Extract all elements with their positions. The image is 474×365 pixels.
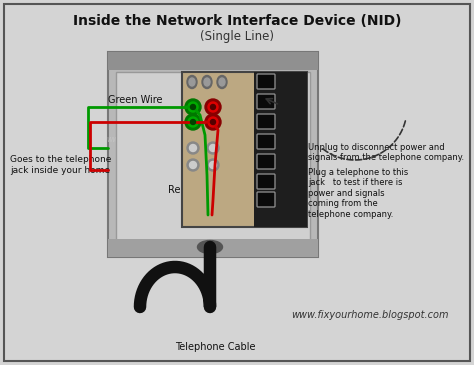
FancyBboxPatch shape — [257, 74, 275, 89]
Circle shape — [185, 114, 201, 130]
Circle shape — [188, 117, 198, 127]
Ellipse shape — [204, 78, 210, 86]
Circle shape — [187, 142, 199, 154]
Text: Inside the Network Interface Device (NID): Inside the Network Interface Device (NID… — [73, 14, 401, 28]
FancyBboxPatch shape — [257, 174, 275, 189]
Bar — [108, 239, 318, 257]
Text: www.fixyourhome.blogspot.com: www.fixyourhome.blogspot.com — [107, 135, 229, 144]
Ellipse shape — [198, 241, 222, 254]
Text: Plug a telephone to this
jack   to test if there is
power and signals
coming fro: Plug a telephone to this jack to test if… — [308, 168, 408, 219]
Text: www.fixyourhome.blogspot.com: www.fixyourhome.blogspot.com — [291, 310, 449, 320]
Ellipse shape — [189, 78, 195, 86]
Circle shape — [207, 142, 219, 154]
Circle shape — [191, 104, 195, 109]
Circle shape — [210, 119, 216, 124]
Circle shape — [207, 159, 219, 171]
Text: Telephone Cable: Telephone Cable — [175, 342, 255, 352]
Text: Unplug to disconnect power and
signals from the telephone company.: Unplug to disconnect power and signals f… — [308, 143, 464, 162]
Bar — [182, 72, 307, 227]
Circle shape — [191, 119, 195, 124]
Circle shape — [185, 99, 201, 115]
Circle shape — [210, 161, 217, 169]
Circle shape — [210, 145, 217, 151]
FancyBboxPatch shape — [257, 94, 275, 109]
Circle shape — [210, 104, 216, 109]
Bar — [254, 72, 307, 227]
Circle shape — [208, 117, 218, 127]
Circle shape — [188, 102, 198, 112]
Text: Goes to the telephone
jack inside your home: Goes to the telephone jack inside your h… — [10, 155, 111, 175]
Circle shape — [208, 102, 218, 112]
Circle shape — [205, 99, 221, 115]
Ellipse shape — [202, 76, 212, 88]
Text: Red Wire: Red Wire — [168, 185, 211, 195]
FancyBboxPatch shape — [257, 154, 275, 169]
FancyBboxPatch shape — [257, 192, 275, 207]
Ellipse shape — [187, 76, 197, 88]
Bar — [116, 72, 310, 249]
FancyBboxPatch shape — [257, 134, 275, 149]
Text: Green Wire: Green Wire — [109, 95, 163, 105]
Circle shape — [187, 159, 199, 171]
Text: (Single Line): (Single Line) — [200, 30, 274, 43]
Bar — [108, 52, 318, 257]
Bar — [108, 52, 318, 70]
Ellipse shape — [219, 78, 225, 86]
FancyBboxPatch shape — [257, 114, 275, 129]
Ellipse shape — [217, 76, 227, 88]
Circle shape — [190, 145, 197, 151]
Circle shape — [205, 114, 221, 130]
Circle shape — [190, 161, 197, 169]
